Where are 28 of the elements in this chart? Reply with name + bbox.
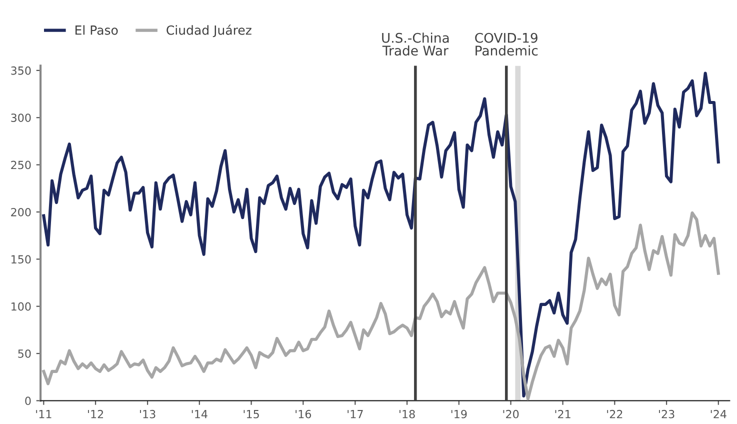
x-tick-label: '15	[244, 410, 259, 418]
x-tick-label: '17	[348, 410, 363, 418]
legend-label: El Paso	[76, 25, 118, 35]
line-series	[42, 72, 720, 398]
x-tick-label: '22	[607, 410, 622, 418]
x-tick-label: '18	[400, 410, 415, 418]
y-tick-label: 100	[12, 302, 31, 311]
y-tick-label: 350	[11, 66, 31, 75]
x-tick-label: '11	[36, 410, 52, 418]
line-series	[42, 211, 720, 400]
x-tick-label: '21	[555, 410, 570, 418]
y-tick-label: 50	[18, 349, 31, 358]
ref-line-label: COVID-19 Pandemic	[475, 32, 538, 56]
y-tick-label: 250	[11, 160, 31, 170]
x-tick-label: '20	[503, 410, 519, 418]
x-tick-label: '12	[88, 410, 104, 418]
y-tick-label: 200	[11, 208, 31, 216]
x-tick-label: '14	[192, 410, 208, 418]
legend-label: Ciudad Juárez	[166, 24, 252, 38]
y-tick-label: 150	[12, 255, 31, 264]
x-tick-label: '23	[659, 410, 674, 418]
y-tick-label: 0	[25, 396, 31, 406]
x-tick-label: '24	[710, 410, 726, 418]
x-tick-label: '16	[296, 410, 312, 418]
x-tick-label: '13	[140, 410, 156, 418]
x-tick-label: '19	[451, 410, 467, 418]
y-tick-label: 300	[11, 114, 31, 122]
ref-line-label: U.S.-China Trade War	[382, 32, 449, 56]
